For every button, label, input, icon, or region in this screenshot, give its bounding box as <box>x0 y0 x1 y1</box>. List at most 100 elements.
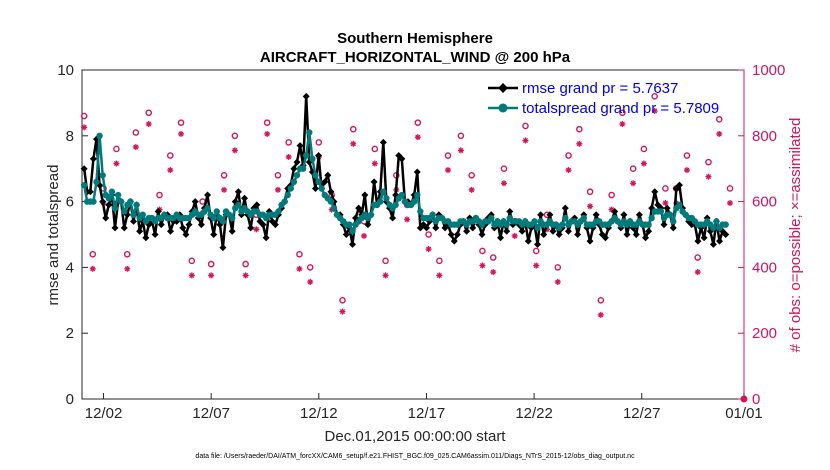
obs-assimilated-point <box>253 226 260 233</box>
x-tick-label: 12/12 <box>300 405 338 422</box>
rmse-point <box>586 237 594 245</box>
rmse-point <box>111 224 119 232</box>
x-tick-label: 12/02 <box>85 405 123 422</box>
rmse-point <box>311 184 319 192</box>
obs-possible-point <box>177 119 185 126</box>
spread-point <box>281 198 288 205</box>
y-tick-label: 8 <box>66 128 74 145</box>
obs-assimilated-point <box>436 272 443 279</box>
rmse-point <box>645 227 653 235</box>
rmse-point <box>716 237 724 245</box>
spread-point <box>383 195 390 202</box>
obs-possible-point <box>156 191 163 199</box>
obs-assimilated-point <box>694 269 701 276</box>
spread-point <box>306 129 313 136</box>
obs-assimilated-point <box>554 278 561 285</box>
spread-point <box>93 178 100 186</box>
obs-assimilated-point <box>565 167 572 174</box>
rmse-point <box>342 231 350 238</box>
obs-possible-point <box>436 257 443 265</box>
obs-possible-point <box>629 165 637 172</box>
obs-possible-point <box>683 152 691 159</box>
obs-possible-point <box>371 145 379 153</box>
spread-point <box>410 198 418 205</box>
obs-assimilated-point <box>444 167 451 174</box>
rmse-point <box>302 92 310 100</box>
rmse-point <box>86 188 94 196</box>
spread-point <box>235 201 242 209</box>
obs-assimilated-point <box>425 246 432 253</box>
y-tick-label: 6 <box>66 194 74 211</box>
rmse-point <box>660 221 668 229</box>
rmse-point <box>642 234 650 242</box>
rmse-point <box>453 231 461 238</box>
obs-assimilated-point <box>296 265 303 272</box>
legend-spread-marker <box>498 103 508 113</box>
spread-point <box>367 211 375 218</box>
rmse-point <box>620 211 628 219</box>
obs-count-markers <box>80 93 748 403</box>
spread-point <box>315 178 322 186</box>
spread-point <box>559 221 566 228</box>
y-right-tick-label: 400 <box>752 259 777 276</box>
spread-point <box>330 204 338 212</box>
y-right-tick-label: 800 <box>752 128 777 145</box>
chart-title: Southern Hemisphere <box>337 30 493 47</box>
obs-possible-point <box>694 254 702 261</box>
rmse-point <box>321 178 329 186</box>
y-tick-label: 10 <box>57 62 74 79</box>
rmse-point <box>663 204 671 212</box>
obs-possible-point <box>315 139 323 146</box>
spread-point <box>204 204 211 212</box>
rmse-point <box>191 198 199 206</box>
obs-assimilated-point <box>361 232 368 239</box>
obs-assimilated-point <box>350 140 357 147</box>
spread-point <box>414 191 421 199</box>
obs-assimilated-point <box>630 180 637 187</box>
obs-assimilated-point <box>619 121 626 128</box>
rmse-point <box>497 234 505 242</box>
obs-assimilated-point <box>221 186 228 193</box>
obs-assimilated-point <box>307 278 314 285</box>
obs-possible-point <box>597 296 605 304</box>
spread-point <box>108 188 116 195</box>
rmse-point <box>271 221 279 229</box>
spread-point <box>127 198 134 205</box>
obs-assimilated-point <box>457 147 464 154</box>
rmse-point <box>623 231 631 238</box>
obs-assimilated-point <box>188 272 195 279</box>
rmse-point <box>722 231 730 238</box>
rmse-point <box>700 234 708 242</box>
series-lines <box>80 92 730 252</box>
legend-rmse-label: rmse grand pr = 5.7637 <box>522 80 678 97</box>
obs-assimilated-point <box>414 134 421 141</box>
rmse-point <box>105 201 113 209</box>
obs-possible-point <box>715 116 723 123</box>
obs-possible-point <box>123 250 131 258</box>
spread-point <box>346 221 353 228</box>
rmse-point <box>142 234 150 242</box>
y-right-tick-label: 0 <box>752 391 760 408</box>
spread-point <box>488 214 495 222</box>
rmse-point <box>524 237 532 245</box>
obs-possible-point <box>522 122 529 130</box>
y-axis-label: rmse and totalspread <box>45 165 62 306</box>
spread-point <box>666 211 674 218</box>
rmse-point <box>154 207 162 215</box>
rmse-point <box>228 227 236 235</box>
legend-spread-label: totalspread grand pr = 5.7809 <box>522 100 719 117</box>
spread-point <box>645 221 652 228</box>
obs-possible-point <box>285 139 292 146</box>
obs-endpoint-marker <box>740 395 748 403</box>
rmse-point <box>709 240 717 248</box>
spread-point <box>429 211 436 218</box>
rmse-point <box>262 234 270 242</box>
spread-point <box>676 201 683 209</box>
obs-assimilated-point <box>132 144 139 151</box>
obs-possible-point <box>489 254 497 261</box>
spread-point <box>275 208 282 215</box>
obs-possible-point <box>188 257 196 265</box>
spread-point <box>534 224 541 232</box>
obs-possible-point <box>207 260 215 268</box>
obs-possible-point <box>586 188 594 196</box>
